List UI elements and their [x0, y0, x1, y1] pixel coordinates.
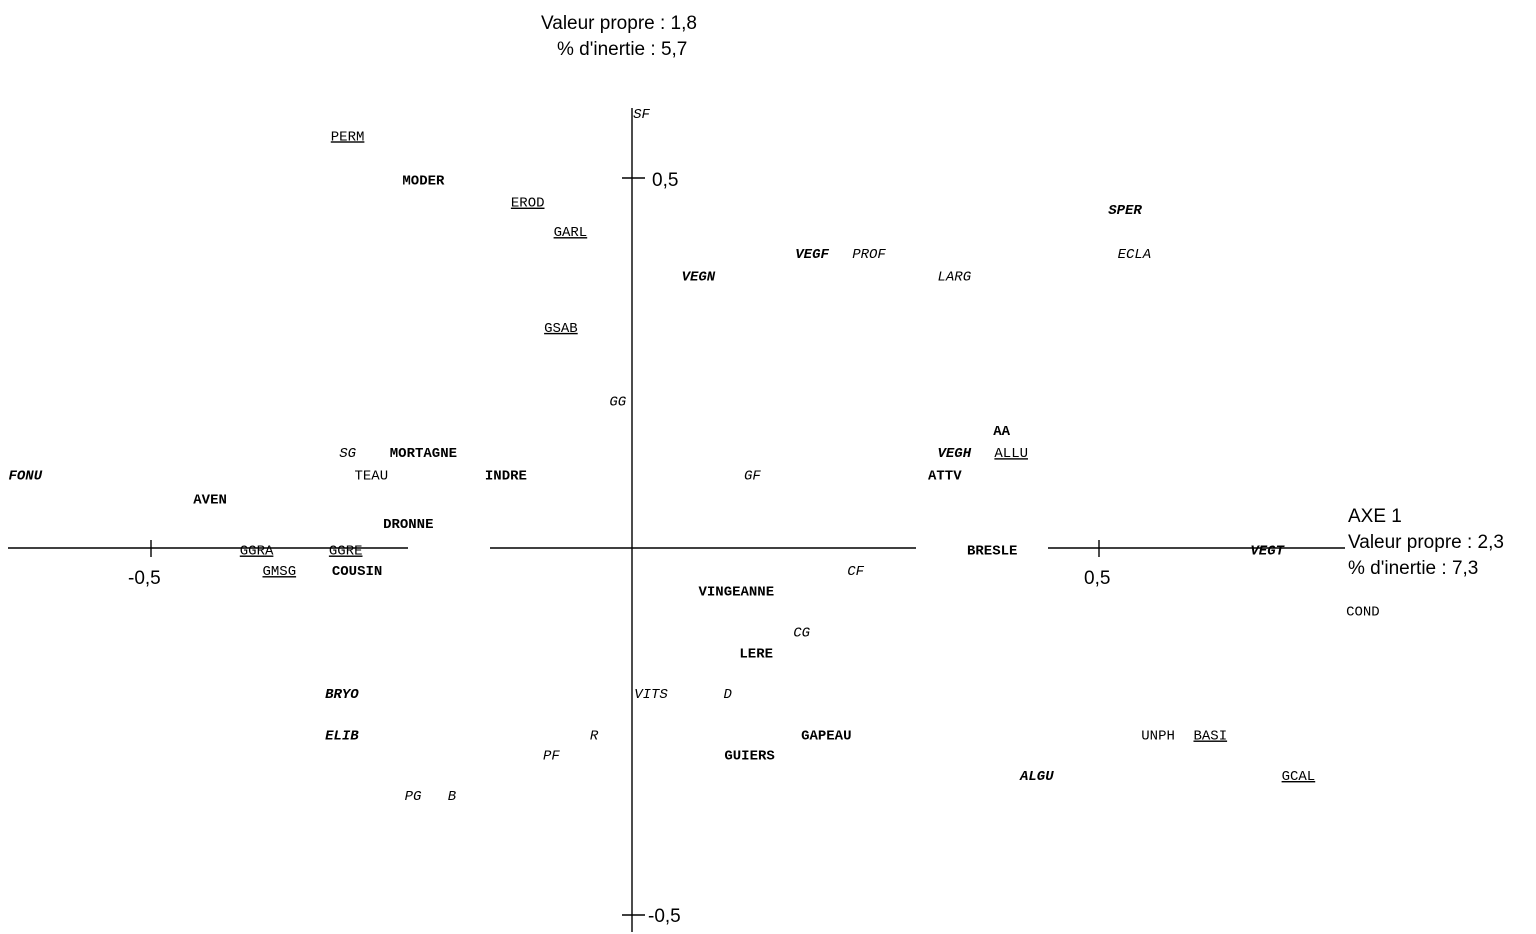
point-label-gmsg: GMSG — [262, 564, 296, 580]
point-label-erod: EROD — [511, 196, 545, 212]
point-label-gcal: GCAL — [1282, 769, 1316, 785]
axis-lines — [8, 108, 1345, 932]
point-label-larg: LARG — [937, 269, 971, 285]
point-label-elib: ELIB — [325, 729, 359, 745]
point-label-unph: UNPH — [1141, 729, 1175, 745]
point-label-cousin: COUSIN — [332, 564, 382, 580]
point-label-gf: GF — [744, 468, 761, 484]
point-label-vegf: VEGF — [795, 247, 829, 263]
point-label-teau: TEAU — [354, 468, 388, 484]
point-label-vegn: VEGN — [682, 269, 716, 285]
point-label-sg: SG — [339, 446, 356, 462]
point-label-ggra: GGRA — [240, 544, 274, 560]
point-label-sper: SPER — [1108, 203, 1142, 219]
point-label-fonu: FONU — [8, 468, 42, 484]
point-label-gsab: GSAB — [544, 321, 578, 337]
y-tick-label-neg: -0,5 — [648, 906, 681, 927]
point-label-ggre: GGRE — [329, 544, 363, 560]
point-label-dronne: DRONNE — [383, 517, 433, 533]
y-tick-label-pos: 0,5 — [652, 170, 678, 191]
point-label-attv: ATTV — [928, 468, 962, 484]
point-label-r: R — [590, 729, 599, 745]
point-label-vegt: VEGT — [1250, 544, 1285, 560]
point-label-vits: VITS — [634, 687, 668, 703]
axis2-eigenvalue: Valeur propre : 1,8 — [541, 13, 697, 34]
point-label-garl: GARL — [554, 225, 588, 241]
point-label-bresle: BRESLE — [967, 544, 1017, 560]
point-label-guiers: GUIERS — [724, 748, 774, 764]
point-label-vingeanne: VINGEANNE — [698, 585, 774, 601]
point-label-ecla: ECLA — [1118, 247, 1152, 263]
point-label-cond: COND — [1346, 605, 1380, 621]
point-label-lere: LERE — [739, 647, 773, 663]
point-label-algu: ALGU — [1019, 769, 1054, 785]
axis1-info: AXE 1 Valeur propre : 2,3 % d'inertie : … — [1348, 504, 1504, 582]
point-label-vegh: VEGH — [937, 446, 971, 462]
point-label-cg: CG — [793, 625, 810, 641]
point-label-gg: GG — [609, 395, 626, 411]
tick-labels: -0,5 0,5 0,5 -0,5 — [128, 170, 1110, 927]
point-label-d: D — [723, 687, 732, 703]
axis2-inertia: % d'inertie : 5,7 — [557, 39, 688, 60]
point-label-allu: ALLU — [994, 446, 1028, 462]
x-tick-label-pos: 0,5 — [1084, 568, 1110, 589]
point-label-gapeau: GAPEAU — [801, 729, 851, 745]
axis1-eigenvalue: Valeur propre : 2,3 — [1348, 532, 1504, 553]
point-label-perm: PERM — [331, 129, 365, 145]
axis1-name: AXE 1 — [1348, 506, 1402, 527]
point-label-sf: SF — [633, 107, 650, 123]
point-label-basi: BASI — [1193, 729, 1227, 745]
point-label-aa: AA — [993, 424, 1010, 440]
axis2-info: Valeur propre : 1,8 % d'inertie : 5,7 — [541, 11, 697, 63]
point-label-bryo: BRYO — [325, 687, 359, 703]
axis1-inertia: % d'inertie : 7,3 — [1348, 558, 1479, 579]
point-label-aven: AVEN — [193, 493, 227, 509]
point-label-pf: PF — [543, 748, 560, 764]
point-label-indre: INDRE — [485, 468, 527, 484]
point-labels: SF PERM MODER EROD GARL SPER ECLA VEGF PROF VEGN L… — [8, 107, 1379, 805]
point-label-prof: PROF — [852, 247, 886, 263]
point-label-pg: PG — [405, 789, 422, 805]
point-label-mortagne: MORTAGNE — [390, 446, 457, 462]
point-label-moder: MODER — [402, 174, 445, 190]
point-label-cf: CF — [847, 564, 864, 580]
point-label-b: B — [448, 789, 456, 805]
x-tick-label-neg: -0,5 — [128, 568, 161, 589]
